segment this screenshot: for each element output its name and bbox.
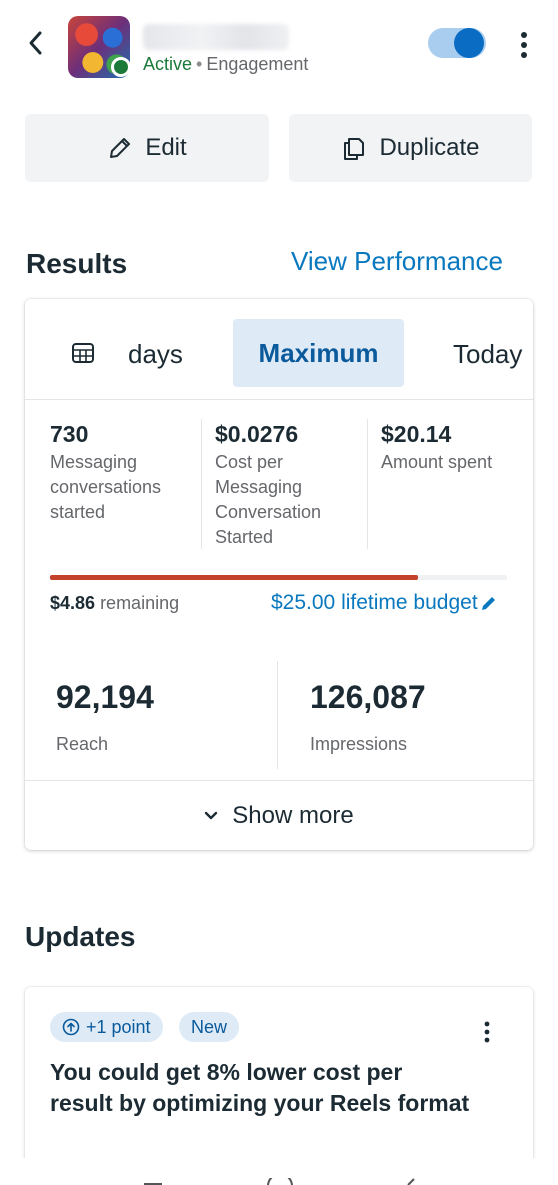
metric-value: 730 [50, 421, 89, 447]
metric-conversations: 730 Messaging conversations started [50, 421, 200, 525]
remaining-label: remaining [100, 593, 180, 613]
chevron-down-icon [205, 811, 218, 819]
budget-remaining: $4.86 remaining [50, 593, 179, 614]
metric-value: $0.0276 [215, 421, 299, 447]
reach-metric: 92,194 Reach [56, 679, 154, 755]
remaining-value: $4.86 [50, 593, 96, 613]
update-text: You could get 8% lower cost per result b… [50, 1059, 470, 1116]
metric-value: $20.14 [381, 421, 452, 447]
pencil-icon [481, 597, 495, 610]
metric-label: Amount spent [381, 452, 493, 472]
date-range-tabs: days Maximum Today [25, 299, 533, 400]
update-more-button[interactable] [477, 1019, 497, 1045]
metric-label: Cost per Messaging Conversation Started [215, 452, 322, 547]
objective-label: Engagement [206, 54, 309, 74]
campaign-header: Active • Engagement [0, 0, 558, 90]
metric-divider [367, 419, 368, 549]
tab-today[interactable]: Today [453, 339, 523, 369]
results-card: days Maximum Today 730 Messaging convers… [25, 299, 533, 850]
nav-back-icon[interactable] [404, 1178, 416, 1185]
status-separator: • [196, 54, 203, 74]
arrow-up-circle-icon [62, 1018, 80, 1036]
status-active-label: Active [143, 54, 193, 74]
metric-label: Messaging conversations started [50, 452, 162, 522]
campaign-toggle[interactable] [428, 28, 486, 58]
show-more-label: Show more [232, 801, 354, 829]
tab-days[interactable]: days [128, 339, 183, 369]
edit-label: Edit [145, 134, 187, 161]
lifetime-budget-label: $25.00 lifetime budget [271, 591, 478, 614]
chevron-left-icon [29, 31, 42, 55]
system-nav-bar [0, 1158, 558, 1185]
back-button[interactable] [20, 26, 50, 60]
more-vertical-icon [484, 1021, 490, 1043]
impressions-value: 126,087 [310, 679, 426, 715]
update-card[interactable]: +1 point New You could get 8% lower cost… [25, 987, 533, 1177]
new-chip: New [179, 1012, 240, 1042]
budget-progress-bar [50, 575, 507, 580]
more-options-button[interactable] [510, 28, 538, 62]
updates-heading: Updates [25, 921, 136, 952]
tab-maximum[interactable]: Maximum [233, 319, 404, 387]
more-vertical-icon [521, 32, 527, 58]
home-icon[interactable] [266, 1178, 294, 1185]
view-performance-link[interactable]: View Performance [291, 246, 503, 276]
active-status-dot [111, 57, 131, 77]
impressions-label: Impressions [310, 734, 408, 754]
duplicate-label: Duplicate [379, 134, 480, 161]
results-heading: Results [26, 248, 128, 279]
budget-progress-fill [50, 575, 419, 580]
table-calendar-icon[interactable] [71, 341, 95, 365]
reach-value: 92,194 [56, 679, 154, 715]
campaign-status-line: Active • Engagement [143, 54, 308, 75]
impressions-metric: 126,087 Impressions [310, 679, 426, 755]
metric-cost-per-conversation: $0.0276 Cost per Messaging Conversation … [215, 421, 365, 550]
points-chip-label: +1 point [86, 1016, 151, 1037]
recent-apps-icon[interactable] [142, 1178, 164, 1185]
campaign-name-redacted [143, 24, 289, 50]
duplicate-button[interactable]: Duplicate [289, 114, 532, 182]
metric-amount-spent: $20.14 Amount spent [381, 421, 531, 475]
reach-label: Reach [56, 734, 109, 754]
new-chip-label: New [191, 1016, 228, 1037]
edit-button[interactable]: Edit [25, 114, 269, 182]
show-more-button[interactable]: Show more [25, 780, 533, 850]
metric-divider [277, 661, 278, 769]
lifetime-budget-link[interactable]: $25.00 lifetime budget [271, 591, 498, 615]
copy-icon [344, 138, 365, 160]
toggle-knob [454, 28, 484, 58]
pencil-icon [110, 138, 131, 158]
metric-divider [201, 419, 202, 549]
points-chip: +1 point [50, 1012, 163, 1042]
